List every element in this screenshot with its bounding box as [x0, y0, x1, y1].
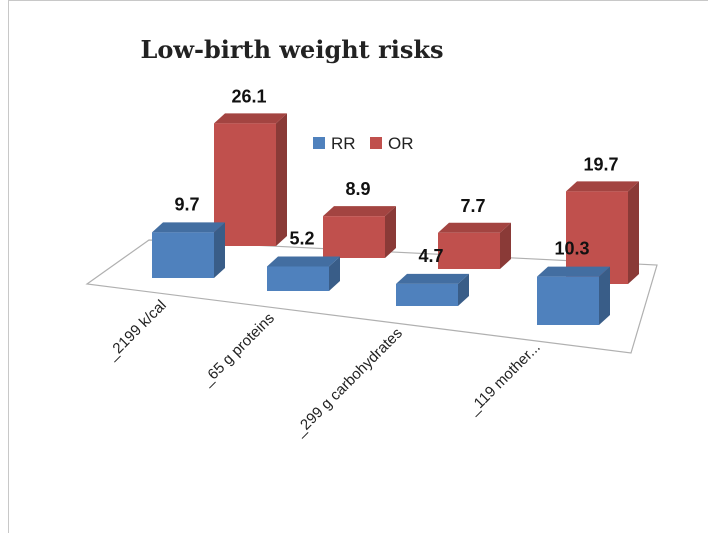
data-label-or-0: 26.1 [231, 86, 266, 106]
bar-front-face [566, 191, 628, 284]
data-label-or-1: 8.9 [345, 179, 370, 199]
chart-title: Low-birth weight risks [140, 35, 443, 64]
data-label-rr-1: 5.2 [289, 229, 314, 249]
bar-side-face [599, 266, 610, 325]
bar-top-face [438, 222, 511, 233]
bar-top-face [267, 256, 340, 267]
chart-floor [85, 239, 658, 354]
bar-side-face [628, 181, 639, 284]
data-labels-group: 26.1 8.9 7.7 19.7 9.7 5.2 4.7 10.3 [174, 86, 618, 266]
data-label-rr-0: 9.7 [174, 194, 199, 214]
bar-front-face [267, 266, 329, 291]
bar-or-0 [214, 113, 287, 246]
bar-top-face [396, 273, 469, 284]
legend-swatch-rr [313, 137, 325, 149]
chart-canvas: Low-birth weight risks RR OR 26.1 8.9 7.7 1… [85, 35, 658, 440]
bar-side-face [329, 256, 340, 291]
bar-side-face [276, 113, 287, 246]
bar-front-face [537, 276, 599, 325]
bar-front-face [396, 283, 458, 306]
data-label-or-2: 7.7 [460, 196, 485, 216]
bar-front-face [152, 232, 214, 278]
bar-top-face [152, 222, 225, 233]
category-tick-label: _2199 k/cal [103, 297, 170, 364]
bar-rr-2 [396, 273, 469, 306]
bars-group [152, 113, 639, 325]
bar-top-face [214, 113, 287, 124]
category-tick-label: _299 g carbohydrates [290, 325, 405, 440]
bar-or-3 [566, 181, 639, 284]
bar-side-face [500, 222, 511, 269]
bar-top-face [323, 206, 396, 217]
bar-rr-0 [152, 222, 225, 278]
legend: RR OR [313, 134, 414, 153]
data-label-rr-3: 10.3 [554, 239, 589, 259]
category-tick-label: _119 mother... [464, 339, 544, 419]
legend-label-or: OR [388, 134, 414, 153]
bar-side-face [214, 222, 225, 278]
bar-side-face [385, 206, 396, 258]
bar-top-face [537, 266, 610, 277]
data-label-or-3: 19.7 [583, 154, 618, 174]
bar-or-2 [438, 222, 511, 269]
bar-front-face [438, 232, 500, 269]
bar-rr-3 [537, 266, 610, 325]
category-tick-label: _65 g proteins [198, 310, 278, 390]
legend-label-rr: RR [331, 134, 356, 153]
bar-or-1 [323, 206, 396, 258]
legend-swatch-or [370, 137, 382, 149]
bar-top-face [566, 181, 639, 192]
chart-area: Low-birth weight risks RR OR 26.1 8.9 7.7 1… [8, 0, 708, 533]
data-label-rr-2: 4.7 [418, 246, 443, 266]
bar-rr-1 [267, 256, 340, 291]
bar-front-face [214, 123, 276, 246]
bar-front-face [323, 216, 385, 258]
bar-side-face [458, 273, 469, 306]
